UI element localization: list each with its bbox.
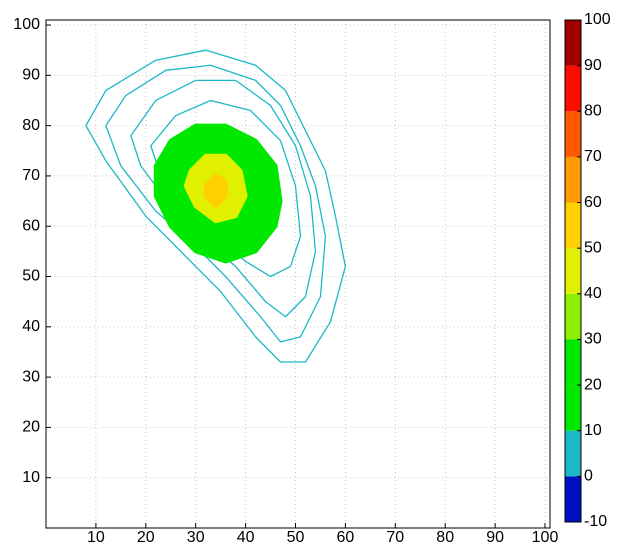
colorbar-segment <box>565 385 581 431</box>
x-tick-label: 50 <box>287 529 305 545</box>
y-tick-label: 90 <box>22 67 40 84</box>
x-tick-label: 60 <box>337 529 355 545</box>
colorbar-tick-label: 90 <box>584 57 602 74</box>
colorbar-tick-label: -10 <box>584 513 607 530</box>
colorbar-tick-label: 30 <box>584 331 602 348</box>
colorbar-segment <box>565 293 581 340</box>
colorbar-segment <box>565 476 581 522</box>
colorbar-tick-label: 10 <box>584 422 602 439</box>
y-tick-label: 20 <box>22 419 40 436</box>
contour <box>85 49 347 363</box>
contour <box>203 173 228 209</box>
colorbar-segment <box>565 65 581 112</box>
x-tick-label: 80 <box>436 529 454 545</box>
colorbar-segment <box>565 202 581 249</box>
colorbar-frame <box>564 19 582 523</box>
x-tick-label: 30 <box>187 529 205 545</box>
x-tick-label: 40 <box>237 529 255 545</box>
colorbar-segment <box>565 248 581 294</box>
y-tick-label: 100 <box>13 16 40 33</box>
x-tick-label: 100 <box>532 529 559 545</box>
y-tick-label: 80 <box>22 117 40 134</box>
colorbar-tick-label: 70 <box>584 148 602 165</box>
y-tick-label: 30 <box>22 368 40 385</box>
x-tick-label: 20 <box>137 529 155 545</box>
y-tick-label: 50 <box>22 268 40 285</box>
y-tick-label: 70 <box>22 167 40 184</box>
colorbar-tick-label: 40 <box>584 285 602 302</box>
y-tick-label: 10 <box>22 469 40 486</box>
y-tick-label: 60 <box>22 217 40 234</box>
colorbar-segment <box>565 111 581 157</box>
x-tick-label: 10 <box>87 529 105 545</box>
colorbar-tick-label: 20 <box>584 376 602 393</box>
colorbar-segment <box>565 156 581 203</box>
x-tick-label: 70 <box>386 529 404 545</box>
colorbar-tick-label: 80 <box>584 102 602 119</box>
colorbar-segment <box>565 430 581 477</box>
colorbar-tick-label: 100 <box>584 11 611 28</box>
colorbar-tick-label: 0 <box>584 468 593 485</box>
colorbar-segment <box>565 339 581 386</box>
colorbar-tick-label: 60 <box>584 194 602 211</box>
y-tick-label: 40 <box>22 318 40 335</box>
colorbar-segment <box>565 20 581 66</box>
colorbar-tick-label: 50 <box>584 239 602 256</box>
plot-frame <box>45 19 551 529</box>
x-tick-label: 90 <box>486 529 504 545</box>
